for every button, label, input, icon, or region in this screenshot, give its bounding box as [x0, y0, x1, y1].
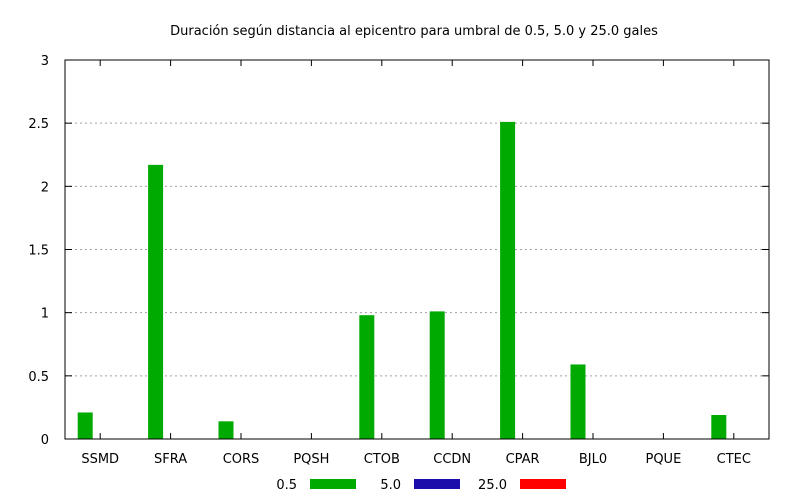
- bar: [359, 315, 375, 439]
- bar: [500, 121, 516, 440]
- legend-swatch: [520, 479, 566, 489]
- legend-swatch: [414, 479, 460, 489]
- y-tick-label: 0: [41, 433, 49, 448]
- x-tick-label: PQUE: [645, 452, 681, 467]
- bar: [429, 311, 445, 439]
- legend-label: 25.0: [478, 478, 507, 493]
- x-axis: SSMD SFRA CORS PQSH CTOB CCDN CPAR BJL0 PQUE CTEC: [81, 60, 751, 467]
- chart-title: Duración según distancia al epicentro pa…: [170, 24, 658, 39]
- legend-label: 0.5: [276, 478, 297, 493]
- y-tick-label: 2.5: [28, 117, 49, 132]
- x-tick-label: CPAR: [506, 452, 540, 467]
- x-tick-label: CORS: [223, 452, 260, 467]
- y-tick-label: 1: [41, 307, 49, 322]
- legend-label: 5.0: [380, 478, 401, 493]
- y-axis: 0 0.5 1 1.5 2 2.5 3: [28, 54, 769, 448]
- x-tick-label: CCDN: [433, 452, 471, 467]
- x-tick-label: CTOB: [364, 452, 400, 467]
- y-tick-label: 1.5: [28, 244, 49, 259]
- bar: [570, 364, 586, 439]
- x-tick-label: PQSH: [293, 452, 329, 467]
- x-tick-label: SSMD: [81, 452, 119, 467]
- y-tick-label: 2: [41, 180, 49, 195]
- y-tick-label: 3: [41, 54, 49, 69]
- bar: [711, 414, 727, 439]
- bar: [218, 421, 234, 439]
- x-tick-label: SFRA: [154, 452, 187, 467]
- bar: [77, 412, 93, 439]
- gridlines: [65, 122, 769, 377]
- bar: [148, 164, 164, 439]
- legend-swatch: [310, 479, 356, 489]
- x-tick-label: CTEC: [717, 452, 751, 467]
- x-tick-label: BJL0: [579, 452, 607, 467]
- bars: [77, 121, 727, 440]
- y-tick-label: 0.5: [28, 370, 49, 385]
- legend: 0.5 5.0 25.0: [276, 478, 566, 493]
